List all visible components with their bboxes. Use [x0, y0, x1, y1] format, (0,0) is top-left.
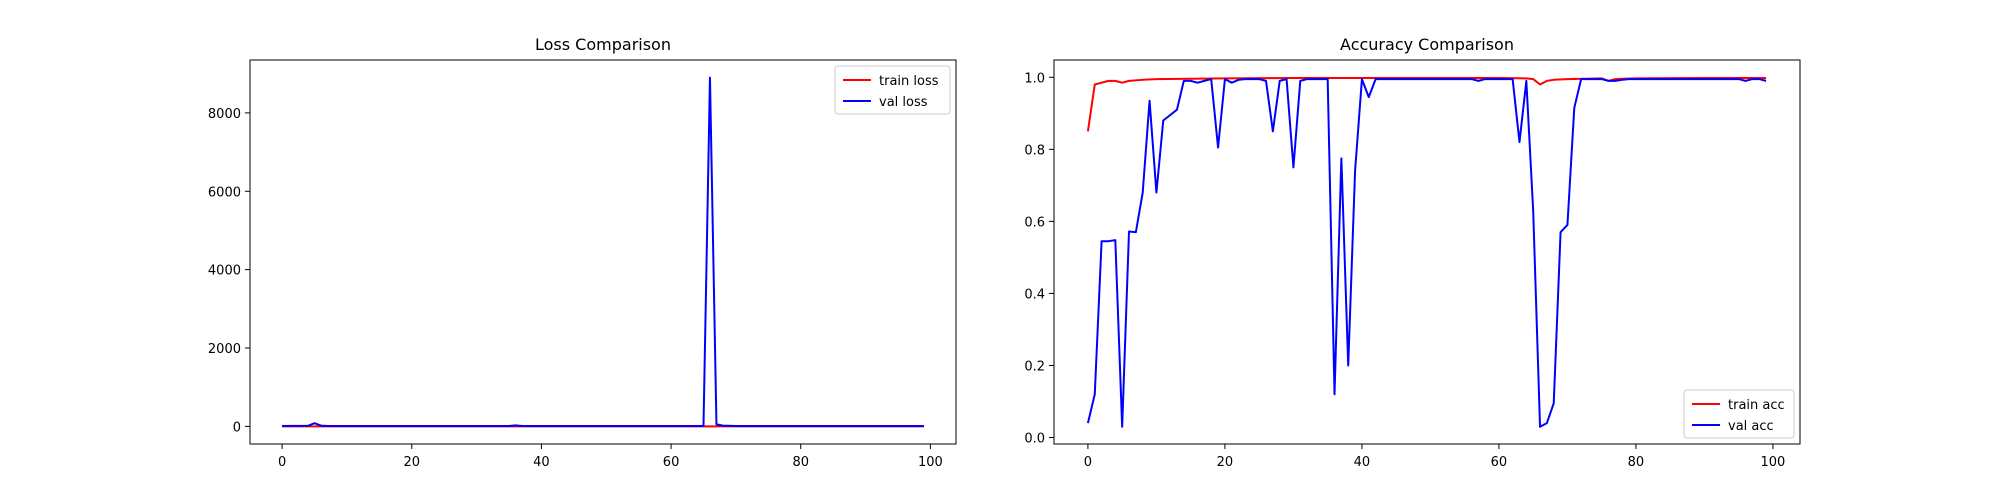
x-tick-label: 20	[403, 455, 420, 470]
legend-entry: val acc	[1728, 419, 1774, 434]
y-tick-label: 0.0	[1024, 432, 1045, 447]
x-tick-label: 0	[278, 455, 286, 470]
x-tick-label: 40	[1354, 455, 1371, 470]
y-tick-label: 0.8	[1024, 143, 1045, 158]
x-tick-label: 40	[533, 455, 550, 470]
x-tick-label: 80	[1628, 455, 1645, 470]
legend-entry: val loss	[879, 95, 928, 110]
y-tick-label: 0.2	[1024, 359, 1045, 374]
y-tick-label: 8000	[208, 107, 241, 122]
x-tick-label: 100	[1761, 455, 1786, 470]
legend: train loss val loss	[834, 65, 951, 115]
y-tick-label: 4000	[208, 264, 241, 279]
axes-frame	[1053, 59, 1801, 445]
accuracy-comparison-chart: Accuracy Comparison 0 20 40 60 80 100 0.0 0.2 0.…	[1024, 35, 1801, 470]
x-tick-label: 0	[1084, 455, 1092, 470]
axes-frame	[249, 59, 957, 445]
legend: train acc val acc	[1683, 389, 1795, 439]
x-tick-label: 60	[663, 455, 680, 470]
y-tick-label: 0	[233, 420, 241, 435]
x-tick-label: 80	[792, 455, 809, 470]
chart-title: Loss Comparison	[535, 35, 671, 54]
x-tick-label: 60	[1491, 455, 1508, 470]
x-tick-label: 20	[1217, 455, 1234, 470]
loss-comparison-chart: Loss Comparison 0 20 40 60 80 100 0 2000 4000 600…	[208, 35, 957, 470]
chart-title: Accuracy Comparison	[1340, 35, 1514, 54]
series-line-train-acc	[1086, 77, 1767, 132]
legend-entry: train loss	[879, 74, 939, 89]
series-line-val-acc	[1086, 78, 1767, 428]
y-tick-label: 0.6	[1024, 215, 1045, 230]
y-tick-label: 0.4	[1024, 287, 1045, 302]
y-tick-label: 1.0	[1024, 71, 1045, 86]
series-line-val-loss	[282, 76, 924, 427]
y-tick-label: 2000	[208, 342, 241, 357]
y-tick-label: 6000	[208, 185, 241, 200]
legend-entry: train acc	[1728, 398, 1785, 413]
x-tick-label: 100	[918, 455, 943, 470]
